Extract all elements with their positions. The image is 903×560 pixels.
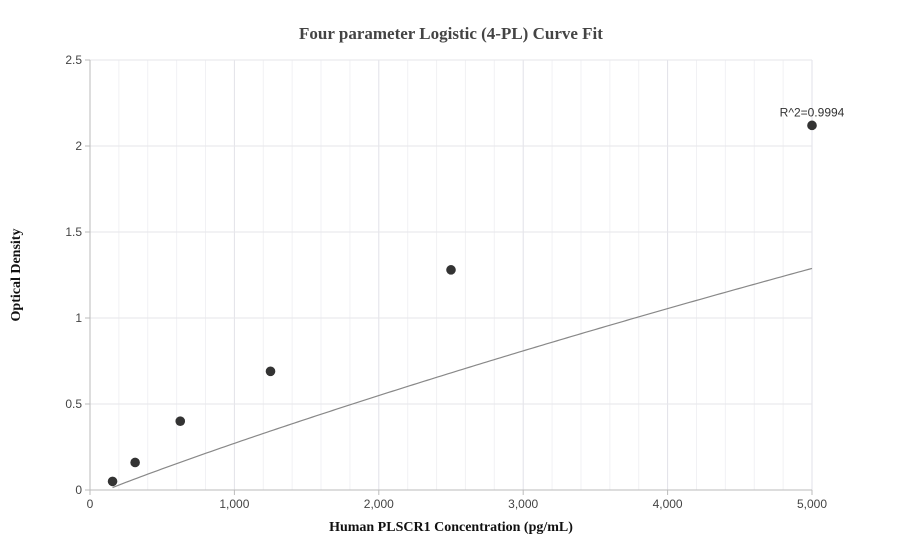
x-axis-title: Human PLSCR1 Concentration (pg/mL)	[329, 520, 573, 535]
x-tick-label: 0	[87, 497, 94, 511]
data-point	[265, 366, 276, 377]
x-tick-label: 2,000	[364, 497, 394, 511]
r-squared-annotation: R^2=0.9994	[780, 105, 845, 119]
data-point	[107, 476, 118, 487]
x-tick-label: 4,000	[653, 497, 683, 511]
data-point	[446, 265, 456, 275]
grid	[90, 59, 813, 490]
chart-title: Four parameter Logistic (4-PL) Curve Fit	[299, 24, 603, 43]
data-points	[107, 120, 817, 487]
x-tick-label: 3,000	[508, 497, 538, 511]
y-tick-label: 0	[75, 483, 82, 497]
x-tick-labels: 0 1,000 2,000 3,000 4,000 5,000	[87, 490, 827, 511]
y-tick-labels: 0 0.5 1 1.5 2 2.5	[65, 53, 90, 497]
data-point	[807, 120, 817, 131]
x-tick-label: 5,000	[797, 497, 827, 511]
y-tick-label: 1.5	[65, 225, 82, 239]
y-tick-label: 2	[75, 139, 82, 153]
y-tick-label: 2.5	[65, 53, 82, 67]
x-tick-label: 1,000	[219, 497, 249, 511]
data-point	[130, 457, 140, 468]
y-tick-label: 1	[75, 311, 82, 325]
data-point	[175, 416, 186, 427]
y-tick-label: 0.5	[65, 397, 82, 411]
y-axis-title: Optical Density	[9, 229, 24, 322]
axes	[89, 60, 812, 491]
fit-curve	[112, 267, 813, 489]
